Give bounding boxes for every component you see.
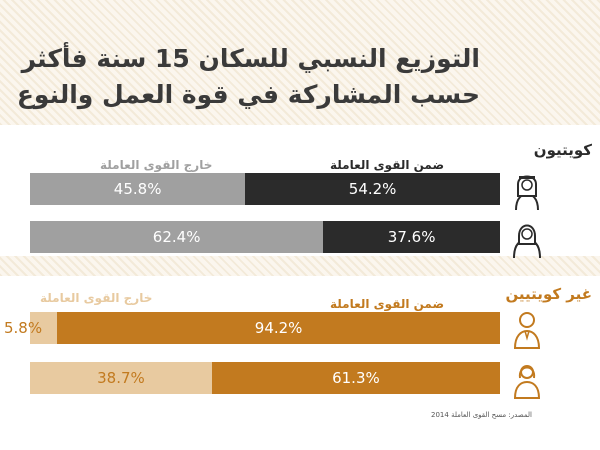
- legend-within-nonkuwaiti: ضمن القوى العاملة: [330, 297, 445, 311]
- bar-row: 45.8% 54.2%: [30, 173, 500, 205]
- bar-segment-within: 54.2%: [245, 173, 500, 205]
- man-icon: [508, 166, 546, 211]
- bar-segment-within: 61.3%: [211, 362, 500, 394]
- data-label: 45.8%: [113, 180, 162, 198]
- data-label: 37.6%: [387, 228, 436, 246]
- legend-outside-nonkuwaiti: خارج القوى العاملة: [40, 291, 153, 305]
- bar-segment-outside: 38.7%: [30, 362, 212, 394]
- bar-row: 94.2%: [30, 312, 500, 344]
- group-label-nonkuwaiti: غير كويتيين: [505, 285, 592, 303]
- bar-row: 62.4% 37.6%: [30, 221, 500, 253]
- section-separator: [0, 256, 600, 276]
- bar-segment-outside: [30, 312, 58, 344]
- data-label: 54.2%: [348, 180, 397, 198]
- bar-segment-outside: 62.4%: [30, 221, 324, 253]
- chart-title-line2: حسب المشاركة في قوة العمل والنوع: [16, 80, 480, 109]
- data-label: 94.2%: [254, 319, 303, 337]
- legend-within-kuwaiti: ضمن القوى العاملة: [330, 158, 445, 172]
- bar-segment-within: 37.6%: [323, 221, 500, 253]
- data-label: 38.7%: [97, 369, 145, 387]
- data-label: 61.3%: [332, 369, 380, 387]
- data-label: 62.4%: [152, 228, 201, 246]
- header-band: [0, 0, 600, 125]
- bar-segment-within: 94.2%: [57, 312, 500, 344]
- legend-outside-kuwaiti: خارج القوى العاملة: [100, 158, 213, 172]
- chart-title-line1: التوزيع النسبي للسكان 15 سنة فأكثر: [21, 44, 480, 73]
- data-label-outside-small: 5.8%: [4, 319, 43, 337]
- woman-icon: [508, 356, 546, 400]
- bar-segment-outside: 45.8%: [30, 173, 246, 205]
- bar-row: 38.7% 61.3%: [30, 362, 500, 394]
- source-footnote: المصدر: مسح القوى العاملة 2014: [431, 411, 532, 419]
- woman-icon: [508, 214, 546, 259]
- man-icon: [508, 306, 546, 350]
- group-label-kuwaiti: كويتيون: [533, 141, 592, 159]
